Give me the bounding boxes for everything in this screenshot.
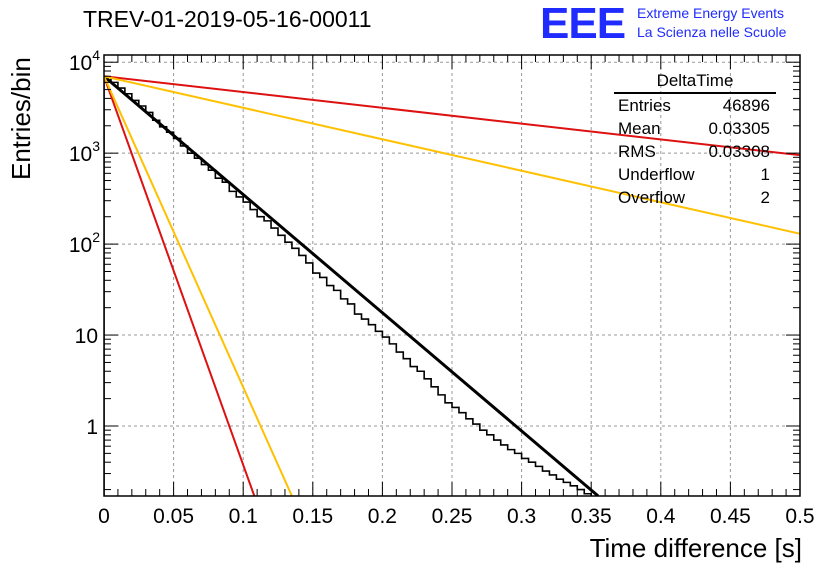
x-tick-label: 0.05 [153, 505, 194, 528]
logo-line-2: La Scienza nelle Scuole [637, 24, 787, 40]
eee-logo: EEE [540, 0, 626, 48]
fit-line-1 [104, 75, 800, 157]
y-tick-label: 103 [69, 138, 100, 166]
x-tick-label: 0.5 [785, 505, 814, 528]
x-tick-label: 0.35 [571, 505, 612, 528]
stats-row-entries: Entries 46896 [614, 94, 776, 117]
y-tick-label: 104 [69, 47, 100, 75]
stats-label: Entries [618, 96, 671, 115]
stats-value: 2 [760, 188, 770, 207]
y-tick-label: 10 [75, 325, 98, 348]
stats-label: Mean [618, 119, 661, 138]
stats-label: Underflow [618, 165, 695, 184]
stats-box: DeltaTime Entries 46896 Mean 0.03305 RMS… [614, 70, 776, 209]
x-tick-label: 0.2 [368, 505, 397, 528]
stats-value: 0.03308 [708, 142, 770, 161]
x-tick-label: 0.1 [229, 505, 258, 528]
stats-label: Overflow [618, 188, 686, 207]
y-axis-label: Entries/bin [6, 57, 36, 180]
x-tick-label: 0.3 [507, 505, 536, 528]
stats-value: 1 [760, 165, 770, 184]
x-axis-label: Time difference [s] [589, 533, 802, 563]
fit-line-4 [104, 75, 293, 496]
fit-line-2 [104, 75, 800, 235]
x-tick-label: 0.25 [432, 505, 473, 528]
stats-row-underflow: Underflow 1 [614, 163, 776, 186]
chart-title: TREV-01-2019-05-16-00011 [83, 6, 372, 32]
stats-value: 0.03305 [708, 119, 770, 138]
y-tick-label: 102 [69, 229, 100, 257]
x-tick-label: 0 [98, 505, 110, 528]
stats-value: 46896 [722, 96, 770, 115]
stats-row-rms: RMS 0.03308 [614, 140, 776, 163]
fit-line-0 [104, 75, 600, 496]
logo-line-1: Extreme Energy Events [637, 5, 785, 21]
fit-line-3 [104, 75, 256, 496]
x-tick-label: 0.45 [710, 505, 751, 528]
stats-row-overflow: Overflow 2 [614, 186, 776, 209]
x-tick-label: 0.4 [646, 505, 676, 528]
stats-row-mean: Mean 0.03305 [614, 117, 776, 140]
x-tick-label: 0.15 [292, 505, 333, 528]
stats-label: RMS [618, 142, 656, 161]
y-tick-label: 1 [86, 416, 98, 439]
stats-title: DeltaTime [614, 70, 776, 94]
